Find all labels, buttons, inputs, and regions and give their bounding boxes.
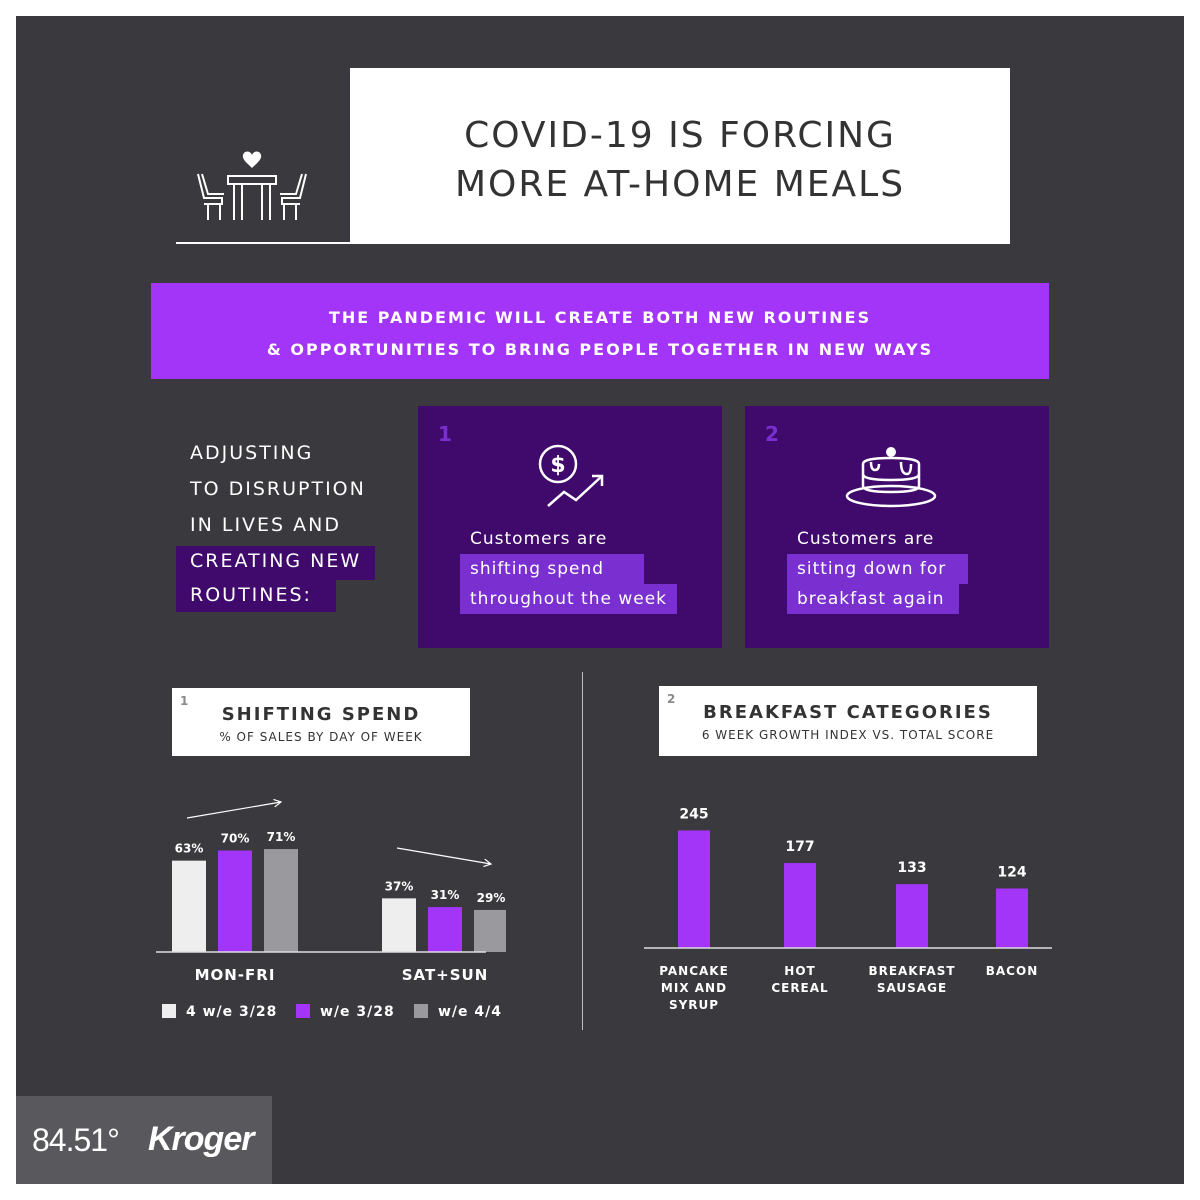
bar bbox=[678, 830, 710, 948]
title-line2: MORE AT-HOME MEALS bbox=[454, 164, 906, 205]
data-label: 29% bbox=[477, 891, 506, 905]
trend-arrow-head bbox=[273, 798, 283, 808]
insight-card-2: 2 Customers are sitting down for breakfa… bbox=[745, 406, 1049, 648]
card-number: 2 bbox=[765, 422, 779, 446]
data-label: 133 bbox=[897, 860, 926, 876]
category-label: MON-FRI bbox=[195, 966, 276, 984]
legend-swatch bbox=[296, 1004, 310, 1018]
legend-swatch bbox=[162, 1004, 176, 1018]
title-underline bbox=[176, 242, 352, 244]
legend-label: w/e 3/28 bbox=[320, 1004, 395, 1020]
breakfast-categories-header: 2 BREAKFAST CATEGORIES 6 WEEK GROWTH IND… bbox=[659, 686, 1037, 756]
legend-swatch bbox=[414, 1004, 428, 1018]
card-text-line3: breakfast again bbox=[787, 584, 959, 614]
legend-label: w/e 4/4 bbox=[438, 1004, 502, 1020]
side-text-line5: ROUTINES: bbox=[176, 580, 336, 612]
data-label: 70% bbox=[221, 832, 250, 846]
data-label: 31% bbox=[431, 888, 460, 902]
kroger-logo: Kroger bbox=[148, 1120, 254, 1158]
bar bbox=[172, 860, 206, 952]
category-label: PANCAKE bbox=[659, 964, 729, 978]
banner-line2: & OPPORTUNITIES TO BRING PEOPLE TOGETHER… bbox=[266, 340, 934, 359]
pancakes-icon bbox=[845, 447, 937, 508]
category-label: SAUSAGE bbox=[877, 981, 947, 995]
bar bbox=[428, 907, 462, 952]
headline-banner: THE PANDEMIC WILL CREATE BOTH NEW ROUTIN… bbox=[151, 283, 1049, 379]
side-text-line3: IN LIVES AND bbox=[190, 514, 341, 536]
category-label: SAT+SUN bbox=[402, 966, 489, 984]
data-label: 124 bbox=[997, 864, 1026, 880]
bar bbox=[218, 850, 252, 952]
data-label: 71% bbox=[267, 830, 296, 844]
chart-subtitle: % OF SALES BY DAY OF WEEK bbox=[219, 730, 423, 744]
svg-text:$: $ bbox=[550, 453, 565, 478]
bar bbox=[896, 884, 928, 948]
trend-arrow bbox=[396, 847, 492, 865]
card-text-line2: shifting spend bbox=[460, 554, 645, 584]
card-text-line3: throughout the week bbox=[460, 584, 678, 614]
side-text-line4: CREATING NEW bbox=[176, 546, 376, 580]
shifting-spend-header: 1 SHIFTING SPEND % OF SALES BY DAY OF WE… bbox=[172, 688, 470, 756]
title-box: COVID-19 IS FORCING MORE AT-HOME MEALS bbox=[350, 68, 1010, 244]
card-text-line1: Customers are bbox=[470, 529, 608, 549]
section-number: 1 bbox=[180, 694, 189, 708]
chart-title: SHIFTING SPEND bbox=[221, 704, 421, 725]
category-label: BREAKFAST bbox=[868, 964, 955, 978]
breakfast-categories-chart: 245 PANCAKE MIX AND SYRUP 177 HOT CEREAL 133 BRE… bbox=[644, 806, 1052, 1012]
banner-line1: THE PANDEMIC WILL CREATE BOTH NEW ROUTIN… bbox=[328, 308, 872, 327]
card-number: 1 bbox=[438, 422, 452, 446]
card-text-line1: Customers are bbox=[797, 529, 935, 549]
shifting-spend-chart: 63% 70% 71% MON-FRI 37% 31% 29% SAT+SUN 4 w/e 3/… bbox=[156, 798, 506, 1020]
bar bbox=[264, 849, 298, 952]
dining-table-heart-icon bbox=[197, 151, 307, 220]
data-label: 245 bbox=[679, 806, 708, 822]
8451-logo: 84.51° bbox=[32, 1122, 120, 1158]
side-text-line1: ADJUSTING bbox=[190, 442, 314, 464]
logo-bar: 84.51° Kroger bbox=[16, 1096, 272, 1184]
data-label: 177 bbox=[785, 839, 814, 855]
data-label: 37% bbox=[385, 879, 414, 893]
bar bbox=[784, 863, 816, 948]
side-text-line2: TO DISRUPTION bbox=[190, 478, 366, 500]
title-line1: COVID-19 IS FORCING bbox=[464, 115, 896, 156]
category-label: CEREAL bbox=[771, 981, 828, 995]
insight-card-1: 1 $ Customers are shifting spend through… bbox=[418, 406, 722, 648]
section-divider bbox=[582, 672, 583, 1030]
category-label: HOT bbox=[784, 964, 815, 978]
category-label: SYRUP bbox=[669, 998, 719, 1012]
data-label: 63% bbox=[175, 842, 204, 856]
bar bbox=[382, 898, 416, 952]
trend-arrow bbox=[186, 801, 282, 819]
infographic-page: COVID-19 IS FORCING MORE AT-HOME MEALS T… bbox=[16, 16, 1184, 1184]
legend-label: 4 w/e 3/28 bbox=[186, 1004, 277, 1020]
card-text-line2: sitting down for bbox=[787, 554, 969, 584]
category-label: BACON bbox=[986, 964, 1038, 978]
trend-arrow-head bbox=[483, 858, 493, 868]
chart-subtitle: 6 WEEK GROWTH INDEX VS. TOTAL SCORE bbox=[701, 728, 995, 742]
category-label: MIX AND bbox=[661, 981, 727, 995]
bar bbox=[996, 888, 1028, 948]
section-number: 2 bbox=[667, 692, 676, 706]
chart-title: BREAKFAST CATEGORIES bbox=[703, 702, 993, 723]
bar bbox=[474, 909, 506, 952]
dollar-growth-icon: $ bbox=[538, 444, 604, 507]
